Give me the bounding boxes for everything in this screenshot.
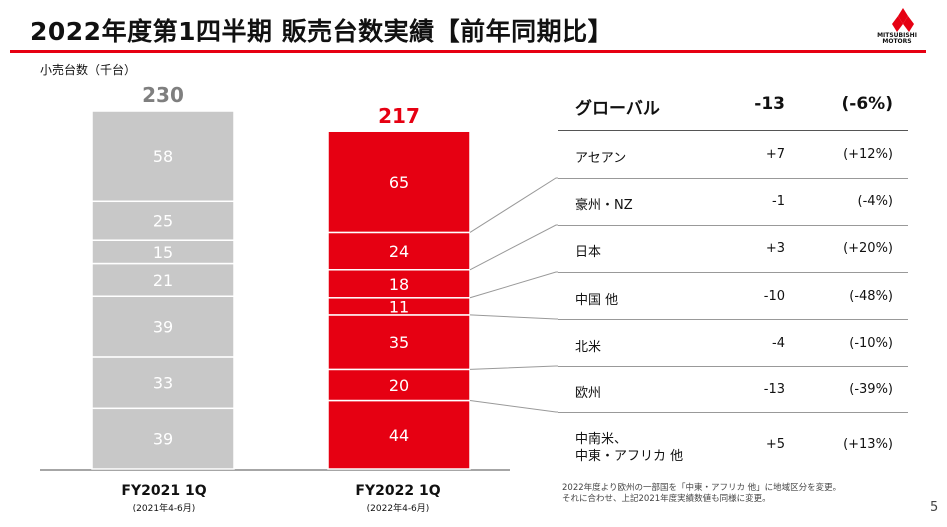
bar-segment (91, 200, 235, 241)
row-change: -10 (763, 289, 785, 304)
category-label-fy2022: FY2022 1Q (355, 483, 441, 499)
connector-line (469, 400, 558, 413)
page-number: 5 (930, 500, 939, 515)
segment-value-label: 11 (389, 297, 409, 316)
connector-line (469, 314, 558, 320)
segment-value-label: 24 (389, 242, 409, 261)
row-region: 中国 他 (575, 293, 619, 308)
row-region: 中東・アフリカ 他 (575, 449, 684, 464)
footnote: 2022年度より欧州の一部国を「中東・アフリカ 他」に地域区分を変更。 それに合… (562, 483, 842, 504)
segment-value-label: 44 (389, 426, 409, 445)
row-change: +7 (765, 147, 785, 162)
bar-segment (91, 110, 235, 203)
row-pct: (+20%) (843, 241, 893, 256)
bar-segment (91, 356, 235, 410)
row-pct: (+12%) (843, 147, 893, 162)
row-region: 欧州 (575, 386, 602, 401)
bar-segment (327, 231, 471, 271)
segment-value-label: 18 (389, 275, 409, 294)
segment-value-label: 20 (389, 376, 409, 395)
global-region: グローバル (575, 99, 660, 119)
row-pct: (-4%) (857, 194, 893, 209)
row-pct: (-39%) (849, 382, 893, 397)
row-pct: (-10%) (849, 336, 893, 351)
category-label-fy2021: FY2021 1Q (121, 483, 207, 499)
segment-value-label: 65 (389, 173, 409, 192)
segment-value-label: 15 (153, 243, 173, 262)
row-change: -4 (772, 336, 785, 351)
table-divider (558, 130, 908, 131)
row-region: 豪州・NZ (575, 198, 633, 213)
bar-segment (327, 269, 471, 299)
table-divider (558, 412, 908, 413)
total-fy2021: 230 (142, 83, 184, 107)
table-divider (558, 178, 908, 179)
connector-line (469, 224, 558, 271)
title-underline (10, 50, 926, 53)
bar-segment (327, 130, 471, 234)
segment-value-label: 58 (153, 147, 173, 166)
row-pct: (+13%) (843, 437, 893, 452)
table-divider (558, 366, 908, 367)
segment-value-label: 33 (153, 374, 173, 393)
category-subtitle-fy2021: (2021年4-6月) (132, 504, 196, 514)
row-change: -13 (763, 382, 785, 397)
bar-segment (327, 368, 471, 402)
row-region: 日本 (575, 245, 602, 260)
page-title: 2022年度第1四半期 販売台数実績【前年同期比】 (30, 17, 614, 46)
logo-wordmark: MITSUBISHI MOTORS (877, 32, 917, 45)
row-region: アセアン (575, 151, 627, 166)
connector-line (469, 365, 558, 370)
segment-value-label: 25 (153, 212, 173, 231)
row-region: 中南米、 (575, 432, 628, 447)
bar-segment (327, 399, 471, 470)
row-region: 北米 (575, 340, 602, 355)
table-divider (558, 319, 908, 320)
connector-line (469, 177, 558, 233)
bar-segment (91, 262, 235, 297)
segment-value-label: 39 (153, 318, 173, 337)
row-change: +5 (765, 437, 785, 452)
unit-label: 小売台数（千台） (40, 63, 137, 77)
row-change: -1 (772, 194, 785, 209)
segment-value-label: 21 (153, 271, 173, 290)
bar-segment (327, 314, 471, 371)
global-change: -13 (754, 94, 785, 114)
mitsubishi-logo (892, 8, 914, 32)
connector-line (469, 271, 558, 299)
row-change: +3 (765, 241, 785, 256)
total-fy2022: 217 (378, 104, 420, 129)
segment-value-label: 35 (389, 333, 409, 352)
global-pct: (-6%) (841, 94, 893, 114)
row-pct: (-48%) (849, 289, 893, 304)
table-divider (558, 225, 908, 226)
category-subtitle-fy2022: (2022年4-6月) (366, 504, 430, 514)
bar-segment (91, 407, 235, 470)
segment-value-label: 39 (153, 430, 173, 449)
table-divider (558, 272, 908, 273)
